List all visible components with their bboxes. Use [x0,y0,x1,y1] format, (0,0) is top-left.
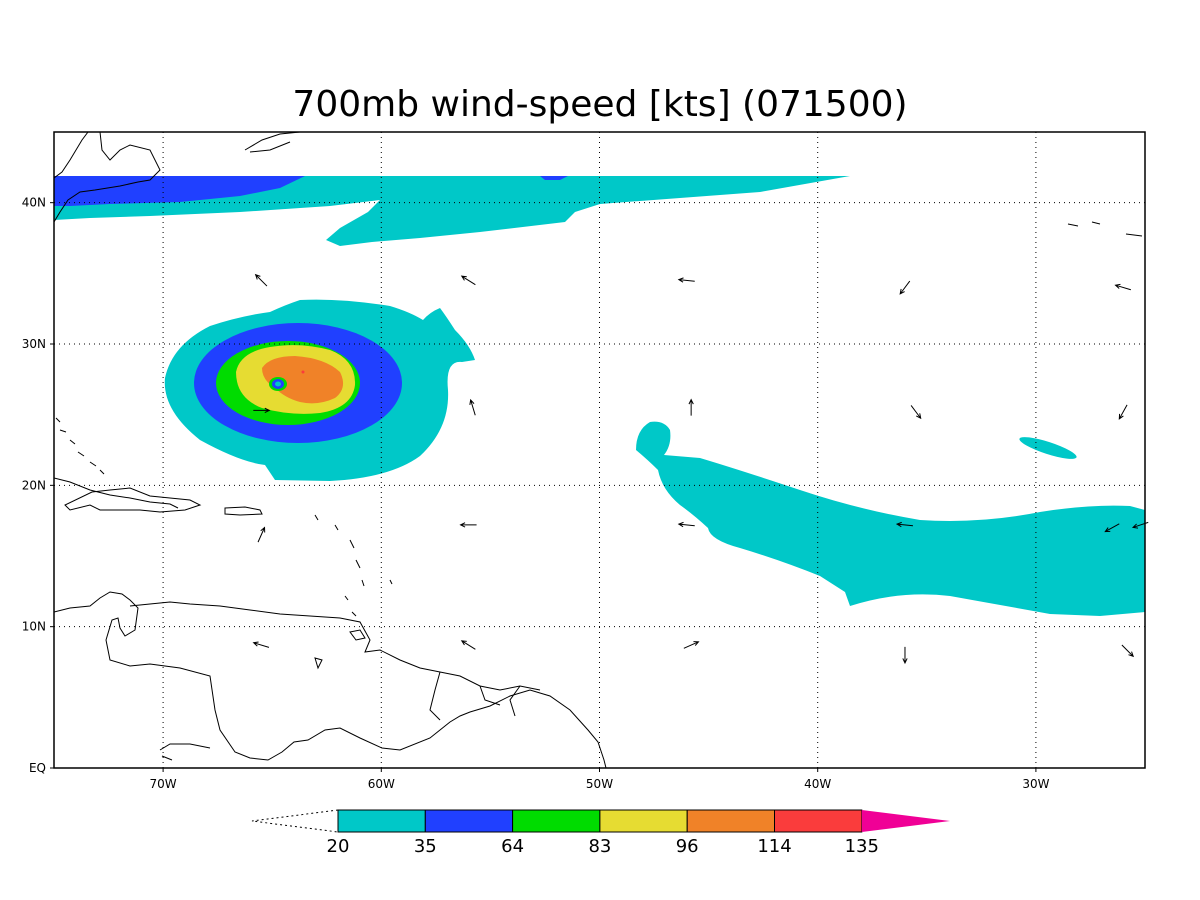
wind-vector-3 [899,280,911,295]
contour-jet-20 [54,176,850,246]
colorbar-label-4: 96 [676,836,699,857]
colorbar-swatch-1 [424,809,514,833]
colorbar-label-3: 83 [588,836,611,857]
wind-contours [54,176,1145,616]
wind-vectors [252,273,1149,665]
colorbar-upper-triangle [861,810,950,832]
y-tick-label-0: EQ [29,761,46,775]
wind-vector-9 [1118,404,1128,420]
wind-vector-14 [1104,523,1120,533]
contour-blob-20 [1019,437,1077,459]
coast-nova-scotia [244,132,301,153]
wind-vector-11 [459,522,477,528]
coast-cuba [54,477,179,509]
coastlines [54,132,1143,768]
grid-lines [54,132,1145,768]
colorbar-swatch-3 [599,809,688,833]
wind-vector-16 [252,641,270,648]
coast-puerto-rico [224,506,263,516]
wind-vector-4 [1114,283,1131,291]
colorbar-swatch-5 [774,809,863,833]
x-tick-label-0: 70W [150,777,177,791]
coast-guianas [429,671,521,721]
colorbar-swatch-0 [337,809,426,833]
y-tick-label-4: 40N [22,196,46,210]
colorbar-swatch-2 [512,809,601,833]
x-axis-ticks: 70W 60W 50W 40W 30W [150,768,1050,791]
wind-vector-6 [469,398,476,416]
colorbar-label-2: 64 [501,836,524,857]
colorbar-label-5: 114 [757,836,791,857]
colorbar: 20 35 64 83 96 114 135 [251,809,950,857]
coast-bahamas [55,417,105,475]
coast-azores [1067,221,1143,237]
wind-vector-18 [683,641,700,649]
y-tick-label-1: 10N [22,620,46,634]
coast-trinidad [314,629,366,670]
coast-hispaniola [64,487,202,513]
storm-core-red [301,370,305,374]
wind-vector-12 [677,521,695,528]
wind-vector-0 [254,273,268,287]
colorbar-label-1: 35 [414,836,437,857]
wind-vector-17 [460,640,476,650]
wind-vector-1 [460,275,476,286]
coast-venezuela [129,601,541,691]
y-axis-ticks: EQ 10N 20N 30N 40N [22,196,54,775]
contour-plume-20 [636,421,1145,616]
x-tick-label-1: 60W [368,777,395,791]
map-title: 700mb wind-speed [kts] (071500) [292,84,907,125]
contour-jet-35-small [540,176,568,180]
wind-vector-2 [677,277,695,283]
x-tick-label-2: 50W [586,777,613,791]
colorbar-lower-triangle [251,809,339,833]
colorbar-label-0: 20 [327,836,350,857]
colorbar-swatch-4 [686,809,776,833]
wind-vector-10 [257,526,266,543]
coast-north-america [54,132,161,223]
y-tick-label-2: 20N [22,478,46,492]
x-tick-label-3: 40W [804,777,831,791]
coast-central-america [159,743,211,761]
wind-vector-20 [1121,644,1135,658]
wind-vector-19 [902,646,908,665]
x-tick-label-4: 30W [1022,777,1049,791]
coast-south-america [54,591,607,768]
colorbar-label-6: 135 [845,836,879,857]
coast-lesser-antilles [314,514,393,617]
wind-vector-5 [253,407,271,414]
wind-vector-8 [910,405,922,420]
contour-jet-35 [54,176,305,206]
y-tick-label-3: 30N [22,337,46,351]
wind-vector-13 [895,521,913,528]
contour-storm-96 [262,356,344,404]
wind-vector-7 [688,398,694,416]
storm-eye-cyan [275,381,281,387]
